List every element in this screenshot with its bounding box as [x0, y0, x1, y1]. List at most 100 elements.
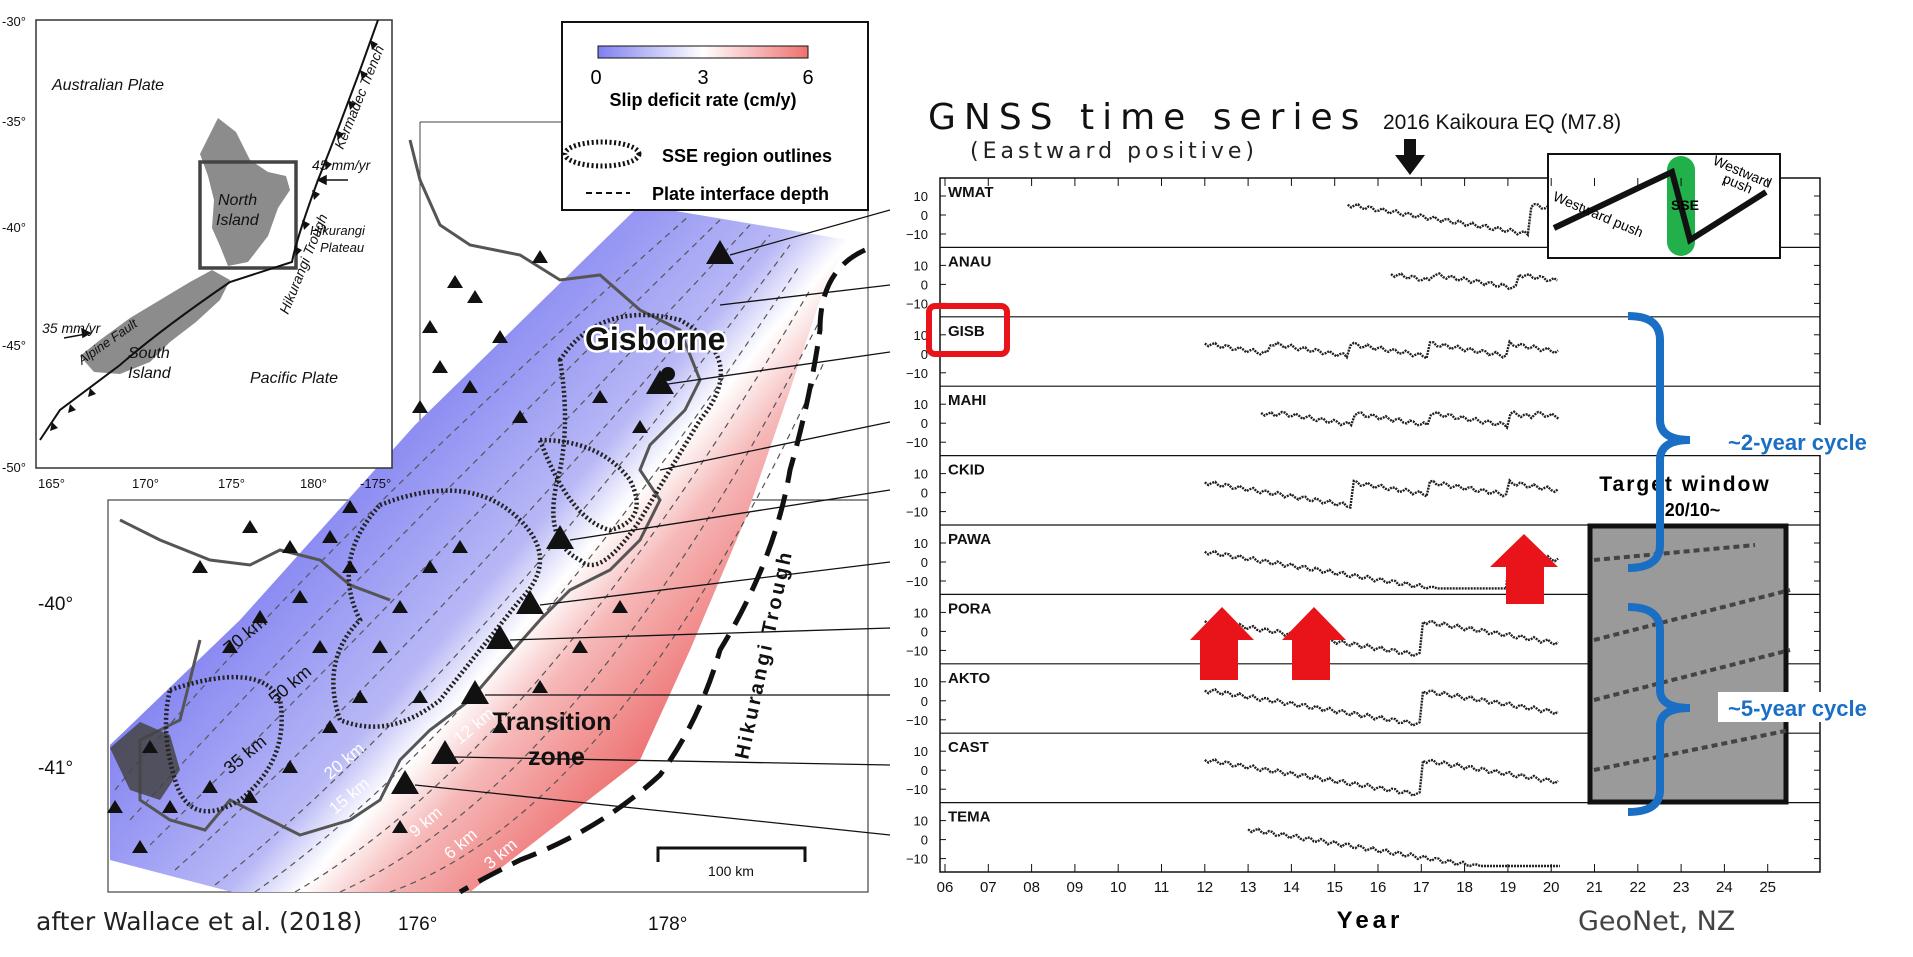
y-tick: 0: [921, 763, 928, 778]
schematic-sse-label: SSE: [1671, 197, 1699, 213]
x-tick: 08: [1023, 879, 1040, 896]
x-tick: 25: [1759, 879, 1776, 896]
y-tick: 10: [914, 536, 928, 551]
inset-lon-tick: 165°: [38, 476, 65, 491]
south-island-label-1: South: [128, 345, 170, 362]
x-tick: 16: [1370, 879, 1387, 896]
eq-label: 2016 Kaikoura EQ (M7.8): [1383, 111, 1621, 134]
subduction-teeth: [50, 40, 378, 431]
station-trace: [1247, 827, 1560, 868]
x-tick: 06: [937, 879, 954, 896]
eq-arrow: [1395, 139, 1425, 175]
scale-label: 100 km: [708, 863, 754, 879]
y-tick: 10: [914, 675, 928, 690]
x-tick: 24: [1716, 879, 1733, 896]
target-trend: [1593, 543, 1756, 562]
colorbar-mid: 3: [697, 67, 708, 89]
x-axis-ticks: 06 07 08 09 10 11 12 13 14 15 16 17 18 19 20 21 22 23 24 25: [937, 178, 1776, 896]
sse-indicator-arrows: [1190, 534, 1558, 680]
y-tick: 0: [921, 694, 928, 709]
inset-lon-tick: 175°: [218, 476, 245, 491]
station-trace: [1204, 688, 1559, 728]
plateau-label-2: Plateau: [320, 240, 364, 255]
depth-legend-label: Plate interface depth: [652, 184, 829, 204]
station-trace: [1260, 410, 1560, 430]
station-trace: [1390, 272, 1558, 291]
y-tick: 0: [921, 486, 928, 501]
target-trend: [1593, 588, 1791, 642]
cycle-2-label: ~2-year cycle: [1728, 430, 1867, 455]
target-window: [1587, 523, 1789, 805]
y-tick: −10: [906, 643, 928, 658]
gisborne-marker: [661, 367, 675, 381]
y-tick: 0: [921, 833, 928, 848]
credit-text: after Wallace et al. (2018): [36, 907, 362, 936]
series-subtitle: (Eastward positive): [970, 139, 1258, 164]
station-label: PAWA: [948, 531, 991, 548]
x-tick: 09: [1067, 879, 1084, 896]
colorbar: [597, 45, 809, 59]
australian-plate-label: Australian Plate: [51, 77, 164, 94]
y-tick: 0: [921, 347, 928, 362]
y-tick: 10: [914, 605, 928, 620]
y-tick: 10: [914, 189, 928, 204]
y-tick: −10: [906, 435, 928, 450]
lat-tick: -41°: [38, 758, 73, 779]
target-window-label: Target window: [1599, 473, 1770, 496]
inset-ticks: -30° -35° -40° -45° -50° 165° 170° 175° …: [2, 14, 391, 491]
north-island-shape: [200, 118, 290, 266]
depth-contours: [114, 214, 826, 892]
y-tick: −10: [906, 574, 928, 589]
map-ticks: -40° -41° 176° 178°: [38, 594, 687, 935]
station-trace: [1346, 202, 1560, 238]
x-tick: 11: [1154, 879, 1170, 896]
time-series-panel: GNSS time series (Eastward positive) 201…: [906, 97, 1898, 937]
source-label: GeoNet, NZ: [1578, 906, 1735, 937]
y-tick: 10: [914, 328, 928, 343]
colorbar-min: 0: [590, 67, 601, 89]
station-label: MAHI: [948, 392, 986, 409]
x-tick: 22: [1629, 879, 1646, 896]
trough-line: [458, 247, 867, 895]
station-leader-lines: [414, 209, 891, 836]
inset-lon-tick: 180°: [300, 476, 327, 491]
x-tick: 20: [1543, 879, 1560, 896]
coastline: [138, 139, 702, 837]
y-tick: −10: [906, 505, 928, 520]
x-tick: 12: [1196, 879, 1213, 896]
colorbar-max: 6: [802, 67, 813, 89]
station-trace: [1204, 758, 1559, 798]
target-dashed-trends: [1593, 543, 1791, 772]
y-tick: 10: [914, 258, 928, 273]
north-island-label-2: Island: [216, 212, 260, 229]
x-tick: 07: [980, 879, 997, 896]
station-trace: [1204, 339, 1559, 361]
lon-tick: 176°: [398, 914, 437, 935]
station-trace: [1204, 547, 1559, 590]
inset-lat-tick: -40°: [2, 220, 26, 235]
x-tick: 18: [1456, 879, 1473, 896]
target-date-label: ’20/10~: [1660, 500, 1721, 520]
inset-lat-tick: -50°: [2, 460, 26, 475]
gisborne-label: Gisborne: [585, 321, 725, 357]
x-axis-label: Year: [1337, 907, 1404, 934]
trough-label: Hikurangi Trough: [731, 548, 797, 761]
y-tick: 10: [914, 744, 928, 759]
motion-arrows: [63, 174, 348, 339]
target-trend: [1593, 728, 1791, 772]
inset-box: [198, 160, 298, 270]
sse-legend-symbol: [562, 139, 642, 169]
station-trace: [1204, 618, 1559, 658]
map-legend: 0 3 6 Slip deficit rate (cm/y) SSE regio…: [561, 21, 869, 211]
lat-tick: -40°: [38, 594, 73, 615]
scale-bar: 100 km: [656, 846, 807, 879]
cycle-labels: ~2-year cycle ~5-year cycle: [1718, 425, 1898, 722]
y-tick: −10: [906, 227, 928, 242]
y-tick: 0: [921, 277, 928, 292]
south-island-label-2: Island: [128, 365, 172, 382]
sse-outlines: [163, 312, 724, 814]
y-tick: 10: [914, 397, 928, 412]
lon-tick: 178°: [648, 914, 687, 935]
transition-label-2: zone: [528, 743, 585, 771]
